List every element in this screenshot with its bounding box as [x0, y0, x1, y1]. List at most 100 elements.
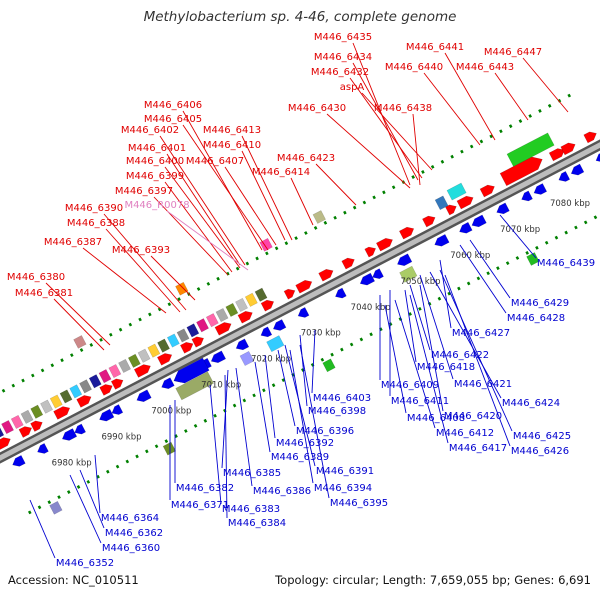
forward-gene-shape: [214, 322, 232, 336]
track-feature: [259, 237, 273, 252]
scale-label: 7020 kbp: [251, 355, 291, 365]
reverse-gene-shape: [434, 233, 450, 247]
forward-gene-shape: [422, 215, 436, 228]
scale-label: 6980 kbp: [52, 459, 92, 469]
forward-block: [49, 394, 63, 409]
forward-gene-label: M446_6447: [484, 47, 542, 58]
forward-gene: [445, 204, 457, 216]
forward-block: [244, 292, 258, 307]
reverse-leader-line: [439, 259, 452, 329]
reverse-gene: [459, 221, 473, 234]
forward-gene-label: M446_6423: [277, 153, 335, 164]
reverse-gene: [111, 404, 124, 415]
forward-block-shape: [79, 379, 92, 394]
forward-block-shape: [186, 323, 200, 338]
forward-gene-label: M446_6414: [252, 167, 310, 178]
reverse-gene-shape: [161, 377, 175, 389]
reverse-gene: [335, 287, 347, 299]
reverse-leader-line: [419, 284, 444, 412]
forward-leader-line: [241, 135, 293, 241]
forward-block: [98, 369, 112, 384]
forward-gene: [99, 384, 113, 396]
forward-gene: [76, 395, 92, 408]
forward-block: [59, 389, 73, 404]
reverse-gene-label: M446_6428: [507, 313, 565, 324]
reverse-gene-label: M446_6389: [271, 452, 329, 463]
forward-block-shape: [215, 307, 229, 323]
forward-gene-label: M446_R0078: [124, 200, 189, 211]
backbone: [0, 139, 600, 464]
forward-gene-shape: [18, 426, 32, 438]
forward-gene-shape: [375, 237, 393, 252]
forward-block-shape: [0, 424, 5, 440]
forward-gene-label: M446_6440: [385, 62, 443, 73]
reverse-block-lilac: [239, 350, 255, 367]
forward-gene: [110, 378, 124, 390]
forward-block: [69, 384, 83, 399]
reverse-gene: [136, 389, 152, 402]
forward-gene: [479, 184, 495, 198]
track-feature-shape: [175, 281, 189, 296]
reverse-gene-label: M446_6352: [56, 558, 114, 569]
forward-leader-line: [159, 135, 246, 266]
forward-block: [186, 323, 200, 338]
reverse-gene-shape: [459, 221, 473, 234]
forward-block-green-shape: [506, 132, 555, 167]
reverse-gene: [558, 171, 571, 182]
forward-block-shape: [235, 297, 248, 313]
reverse-gene-label: M446_6385: [223, 468, 281, 479]
reverse-gene-label: M446_6408: [407, 413, 465, 424]
forward-block-green: [506, 132, 555, 167]
reverse-gene-shape: [99, 408, 115, 422]
reverse-gene-label: M446_6421: [454, 379, 512, 390]
forward-block: [1, 419, 14, 435]
reverse-gene-shape: [136, 389, 152, 402]
reverse-gene-label: M446_6383: [222, 504, 280, 515]
forward-gene-shape: [456, 195, 474, 210]
forward-gene-label: M446_6393: [112, 245, 170, 256]
forward-gene-label: M446_6380: [7, 272, 65, 283]
reverse-gene: [260, 326, 273, 338]
reverse-gene: [37, 443, 49, 454]
reverse-gene-label: M446_6422: [431, 350, 489, 361]
reverse-gene: [595, 151, 600, 163]
reverse-leader-line: [311, 329, 316, 394]
reverse-gene-shape: [533, 183, 548, 195]
reverse-block-cyan-shape: [266, 335, 285, 353]
reverse-leader-line: [469, 239, 511, 299]
forward-gene-label: M446_6413: [203, 125, 261, 136]
reverse-block-olive-shape: [175, 371, 214, 401]
reverse-gene: [12, 455, 26, 467]
forward-leader-line: [224, 166, 277, 246]
scale-label: 7030 kbp: [301, 329, 341, 339]
gene-features: [0, 131, 600, 515]
forward-block: [254, 287, 268, 302]
reverse-gene-shape: [61, 428, 78, 441]
forward-block: [79, 379, 92, 394]
reverse-block-olive2: [399, 265, 418, 283]
scale-label: 7080 kbp: [550, 199, 590, 209]
scale-label: 6990 kbp: [101, 433, 141, 443]
reverse-gene-label: M446_6429: [511, 298, 569, 309]
forward-gene-label: M446_6390: [65, 203, 123, 214]
forward-leader-line: [166, 153, 241, 266]
forward-block-shape: [137, 348, 151, 363]
reverse-block-olive2-shape: [399, 265, 418, 283]
forward-gene: [179, 341, 194, 354]
forward-leader-line: [361, 92, 433, 171]
reverse-gene-shape: [397, 253, 413, 266]
backbone-band: [0, 142, 600, 461]
reverse-leader-line: [409, 284, 431, 351]
reverse-leader-line: [94, 454, 101, 514]
forward-block-shape: [20, 409, 34, 424]
forward-block-shape: [10, 414, 24, 430]
reverse-leader-line: [209, 384, 222, 505]
track-feature-shape: [73, 335, 87, 349]
track-feature-shape: [259, 237, 273, 252]
reverse-gene: [99, 408, 115, 422]
track-feature: [175, 281, 189, 296]
forward-leader-line: [182, 124, 269, 251]
forward-block: [127, 353, 141, 368]
track-feature-shape: [312, 210, 326, 224]
